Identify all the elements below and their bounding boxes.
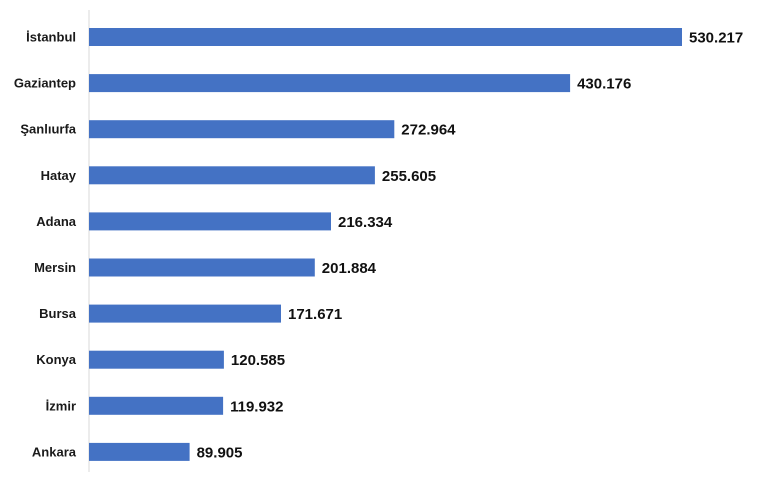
category-label: İstanbul [26, 30, 76, 45]
category-label: Ankara [32, 444, 77, 459]
bar [89, 258, 315, 277]
bars-layer [89, 28, 682, 461]
bar [89, 304, 281, 323]
value-label: 119.932 [230, 398, 283, 415]
category-label: Şanlıurfa [20, 122, 76, 137]
value-label: 201.884 [322, 260, 377, 277]
category-label: Konya [36, 352, 77, 367]
bar [89, 166, 375, 185]
category-label: Bursa [39, 306, 77, 321]
bar [89, 442, 190, 461]
bar [89, 396, 224, 415]
value-label: 430.176 [577, 76, 631, 93]
bar [89, 28, 682, 46]
category-label: Hatay [41, 168, 77, 183]
bar [89, 350, 224, 369]
value-label: 530.217 [689, 30, 743, 47]
value-label: 120.585 [231, 352, 285, 369]
bar [89, 74, 571, 93]
value-label: 89.905 [197, 444, 243, 461]
category-label: İzmir [46, 398, 76, 413]
value-labels: 530.217 430.176 272.964 255.605 216.334 201.8… [197, 30, 744, 462]
category-label: Gaziantep [14, 76, 76, 91]
bar [89, 120, 395, 139]
value-label: 272.964 [401, 122, 456, 139]
category-labels: İstanbul Gaziantep Şanlıurfa Hatay Adana Mers… [14, 30, 77, 460]
value-label: 171.671 [288, 306, 342, 323]
value-label: 216.334 [338, 214, 393, 231]
category-label: Mersin [34, 260, 76, 275]
category-label: Adana [36, 214, 77, 229]
value-label: 255.605 [382, 168, 436, 185]
bar [89, 212, 331, 231]
